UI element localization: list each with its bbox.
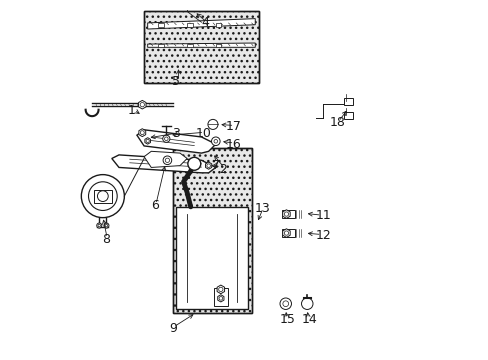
Circle shape [105,224,107,227]
Circle shape [97,223,102,228]
Text: 7: 7 [211,159,220,172]
Bar [215,23,221,27]
Bar [172,148,251,313]
Circle shape [97,191,108,202]
Circle shape [207,120,218,130]
Polygon shape [137,130,215,153]
Text: 1: 1 [127,104,135,117]
Bar [344,98,352,105]
Circle shape [163,156,171,165]
Circle shape [81,175,124,218]
Bar [172,148,251,313]
Text: 2: 2 [219,163,226,176]
Polygon shape [217,295,224,302]
Circle shape [211,137,220,145]
Text: 4: 4 [201,16,208,29]
Bar [282,211,294,218]
Text: 9: 9 [168,322,176,335]
Circle shape [219,297,222,300]
Text: 16: 16 [225,138,241,150]
Circle shape [140,131,144,135]
Circle shape [282,301,288,307]
Bar [144,12,258,83]
Polygon shape [282,210,289,219]
Polygon shape [205,162,211,169]
Circle shape [140,103,144,107]
Circle shape [206,164,210,167]
Circle shape [187,157,201,170]
Text: 18: 18 [329,116,345,129]
Polygon shape [147,43,255,47]
Polygon shape [139,129,145,136]
Bar [158,44,163,47]
Text: 8: 8 [102,233,110,246]
Polygon shape [282,229,289,237]
Circle shape [163,135,169,142]
Text: 12: 12 [315,229,330,242]
Bar [344,112,352,119]
Text: 6: 6 [151,199,159,212]
Circle shape [164,137,168,140]
Bar [94,190,112,203]
Circle shape [284,212,288,216]
Text: 11: 11 [315,210,330,222]
Bar [187,23,192,27]
Circle shape [98,224,101,227]
Bar [144,12,258,83]
Circle shape [104,223,109,228]
Polygon shape [144,138,150,144]
Text: 5: 5 [172,75,180,88]
Text: 13: 13 [254,202,270,215]
Circle shape [280,298,291,310]
Text: 3: 3 [172,127,180,140]
Polygon shape [138,100,146,109]
Bar [215,44,221,47]
Polygon shape [217,285,224,294]
Polygon shape [112,155,215,173]
Text: 10: 10 [195,127,211,140]
Circle shape [165,158,169,162]
Polygon shape [147,19,255,29]
Text: 14: 14 [301,313,316,327]
Bar [282,229,294,237]
Circle shape [284,231,288,235]
Circle shape [88,182,117,211]
Bar [187,44,192,47]
Bar [158,23,163,27]
Bar [176,207,247,309]
Circle shape [214,139,217,143]
Text: 17: 17 [225,120,241,133]
Polygon shape [144,151,187,167]
Text: 15: 15 [279,313,295,327]
Circle shape [218,287,223,292]
Circle shape [301,298,312,310]
Circle shape [146,139,149,143]
Bar [213,288,227,306]
